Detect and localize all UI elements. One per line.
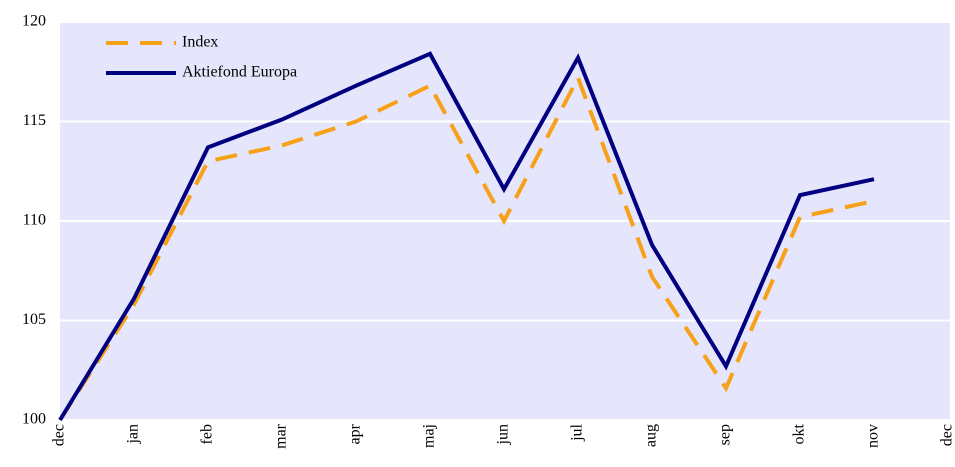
x-tick-label: feb [199,424,216,444]
x-tick-label: mar [273,423,290,449]
x-tick-label: okt [791,423,808,444]
series-line [58,51,875,422]
legend-label: Aktiefond Europa [182,64,297,81]
x-tick-label: sep [717,424,734,445]
y-tick-label: 105 [22,311,46,328]
x-tick-label: aug [643,424,660,447]
y-tick-label: 115 [23,112,46,129]
legend-label: Index [182,34,218,51]
x-tick-label: maj [421,424,438,448]
x-tick-label: dec [939,424,955,446]
x-tick-label: dec [51,424,68,446]
x-tick-label: jul [569,423,586,441]
series-line [58,72,875,422]
y-tick-label: 100 [22,411,46,428]
x-tick-label: jun [495,424,512,445]
x-tick-label: apr [347,423,364,444]
y-tick-label: 110 [23,212,46,229]
y-tick-label: 120 [22,13,46,30]
x-tick-label: nov [865,424,882,448]
x-tick-label: jan [125,424,142,445]
